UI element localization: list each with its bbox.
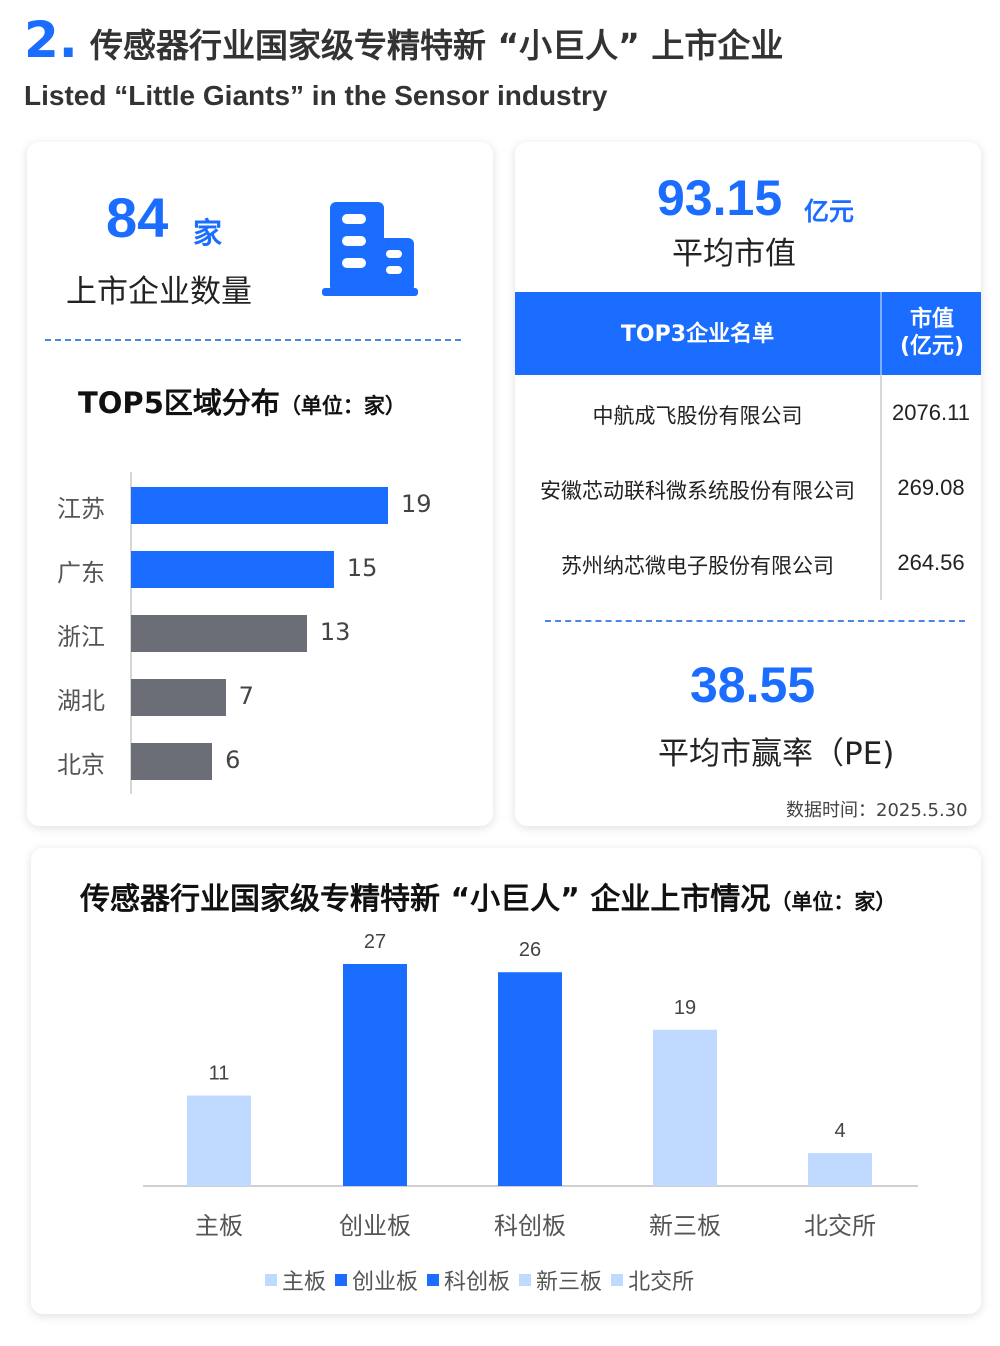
board-category-label: 创业板 (339, 1212, 411, 1240)
region-value-label: 13 (319, 618, 351, 646)
divider (45, 339, 461, 341)
legend-swatch (427, 1274, 440, 1286)
board-value-label: 27 (364, 931, 386, 953)
listed-count-unit: 家 (193, 216, 223, 250)
table-row-value: 264.56 (897, 550, 965, 575)
avg-market-value-label: 平均市值 (672, 236, 796, 272)
listing-board-unit: （单位：家） (770, 890, 897, 914)
table-row-name: 安徽芯动联科微系统股份有限公司 (540, 479, 855, 503)
market-value-card (515, 142, 981, 826)
listed-count-card (27, 142, 493, 826)
table-header-value: 市值 (亿元) (899, 307, 965, 359)
board-value-label: 19 (674, 997, 696, 1019)
region-bar (131, 679, 226, 716)
region-value-label: 15 (346, 554, 378, 582)
board-category-label: 科创板 (494, 1212, 566, 1240)
chart-legend: 主板 创业板 科创板 新三板 北交所 (265, 1264, 703, 1296)
legend-item: 科创板 (427, 1264, 510, 1296)
legend-item: 北交所 (611, 1264, 694, 1296)
table-column-divider (880, 375, 882, 600)
table-row-name: 苏州纳芯微电子股份有限公司 (561, 554, 834, 578)
region-bar (131, 615, 307, 652)
region-bar (131, 743, 213, 780)
board-bar (653, 1029, 717, 1186)
avg-pe-value: 38.55 (690, 657, 816, 713)
region-label: 江苏 (57, 495, 105, 523)
building-icon (322, 202, 418, 296)
legend-item: 新三板 (519, 1264, 602, 1296)
table-row-name: 中航成飞股份有限公司 (592, 404, 803, 428)
legend-swatch (519, 1274, 532, 1286)
top5-region-unit: （单位：家） (279, 394, 406, 418)
board-value-label: 4 (834, 1120, 845, 1142)
divider (545, 620, 965, 622)
region-label: 浙江 (57, 623, 105, 651)
listed-count-label: 上市企业数量 (66, 274, 252, 310)
board-category-label: 新三板 (649, 1212, 721, 1240)
legend-swatch (335, 1274, 348, 1286)
data-date: 数据时间：2025.5.30 (786, 800, 968, 821)
legend-label: 新三板 (536, 1270, 603, 1295)
board-value-label: 11 (209, 1063, 230, 1085)
board-bar (808, 1153, 872, 1186)
listed-count-value: 84 (106, 186, 169, 249)
legend-swatch (265, 1274, 277, 1286)
region-value-label: 19 (401, 490, 432, 518)
avg-market-value-unit: 亿元 (804, 197, 855, 226)
legend-label: 创业板 (352, 1270, 419, 1295)
legend-label: 北交所 (628, 1270, 695, 1295)
region-label: 广东 (57, 559, 105, 587)
legend-label: 科创板 (444, 1270, 511, 1295)
top5-region-title: TOP5区域分布（单位：家） (78, 386, 406, 420)
region-label: 湖北 (57, 687, 105, 715)
board-bar (498, 972, 562, 1186)
table-header-divider (880, 292, 882, 375)
section-number: 2. (24, 11, 78, 69)
top3-table-header (515, 292, 981, 375)
page-title: 传感器行业国家级专精特新 “小巨人” 上市企业 (90, 26, 784, 65)
legend-item: 主板 (265, 1264, 326, 1296)
region-value-label: 7 (238, 682, 254, 710)
table-header-name: TOP3企业名单 (620, 322, 775, 347)
table-row-value: 2076.11 (892, 400, 970, 425)
board-bar (343, 964, 407, 1186)
board-category-label: 北交所 (804, 1212, 876, 1240)
page-subtitle: Listed “Little Giants” in the Sensor ind… (24, 80, 608, 111)
listing-board-title: 传感器行业国家级专精特新 “小巨人” 企业上市情况（单位：家） (80, 882, 897, 917)
board-bar (187, 1095, 251, 1186)
board-category-label: 主板 (195, 1212, 243, 1240)
region-bar (131, 487, 388, 524)
legend-item: 创业板 (335, 1264, 418, 1296)
avg-pe-label: 平均市赢率（PE) (658, 736, 895, 772)
table-row-value: 269.08 (897, 475, 965, 500)
legend-swatch (611, 1274, 624, 1286)
board-value-label: 26 (519, 939, 541, 961)
region-bar (131, 551, 334, 588)
region-value-label: 6 (225, 746, 241, 774)
region-label: 北京 (57, 751, 105, 779)
legend-label: 主板 (282, 1270, 327, 1295)
avg-market-value: 93.15 (657, 170, 783, 226)
